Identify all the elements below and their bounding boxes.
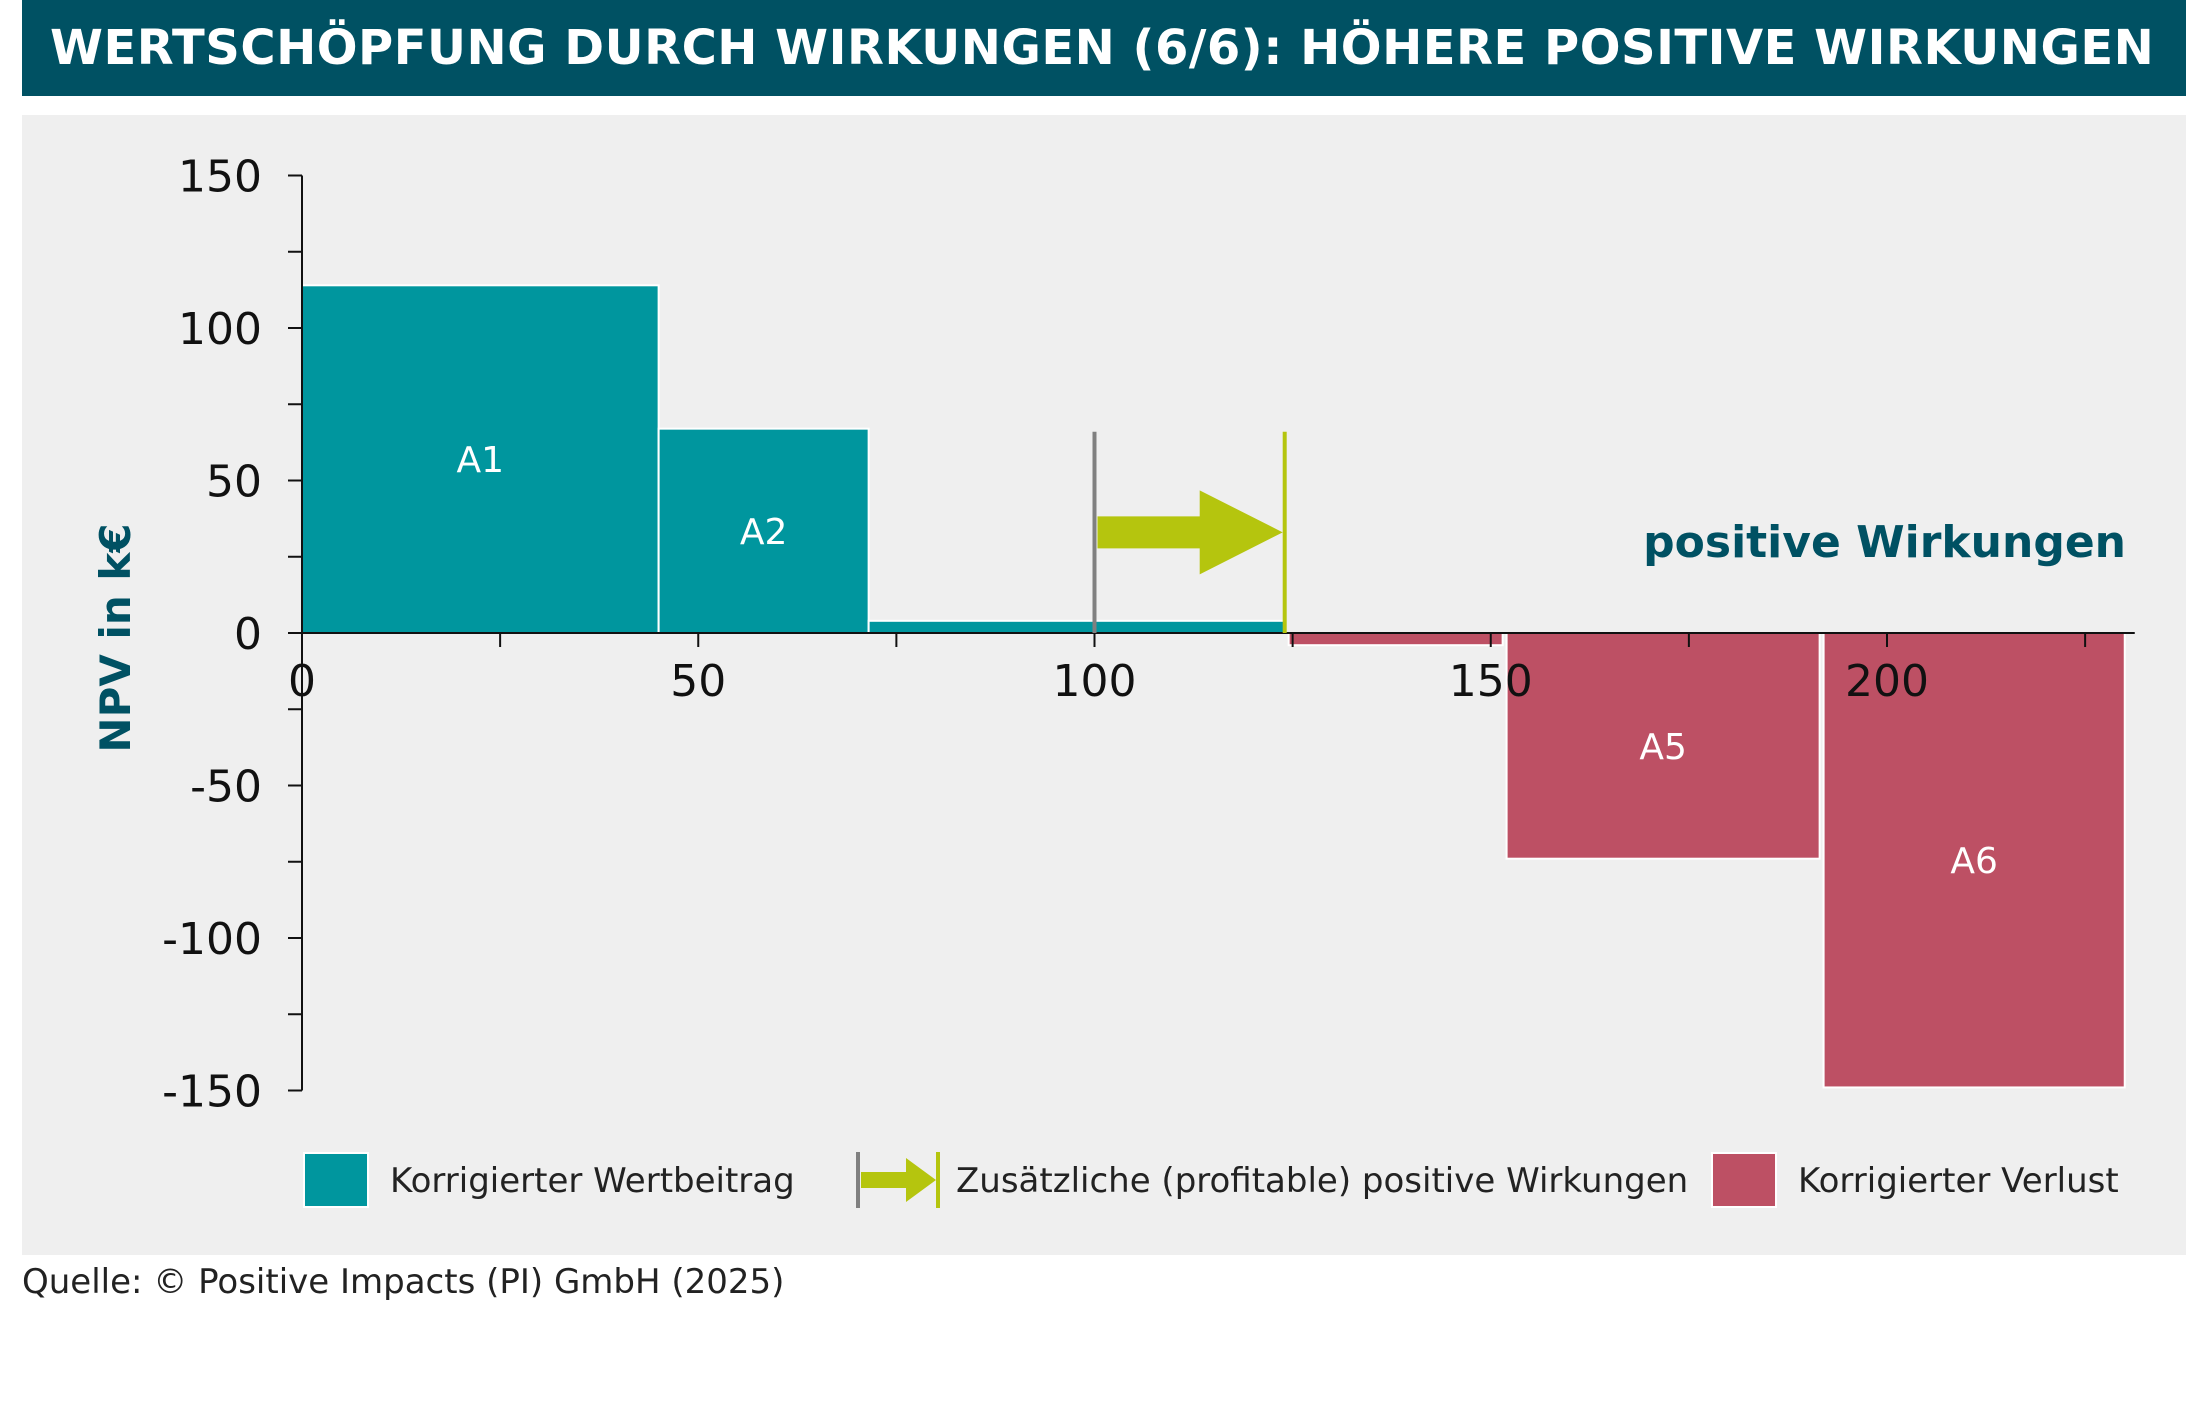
bar-label-a2: A2 (740, 512, 788, 553)
bar-a6 (1822, 632, 2126, 1089)
source-note: Quelle: © Positive Impacts (PI) GmbH (20… (22, 1262, 785, 1302)
legend-loss-label: Korrigierter Verlust (1798, 1161, 2119, 1201)
x-tick-label: 200 (1845, 656, 1929, 707)
x-tick-label: 50 (670, 656, 726, 707)
title-bar: WERTSCHÖPFUNG DURCH WIRKUNGEN (6/6): HÖH… (22, 0, 2186, 96)
bar-segment-3 (1287, 632, 1504, 647)
y-tick-label: -150 (162, 1067, 262, 1118)
legend-arrow-icon (861, 1158, 936, 1202)
legend-loss-swatch (1711, 1152, 1777, 1208)
chart-panel: A1 A2 A5 A6 150 100 50 0 -50 -100 -150 0 50 100 150 200… (22, 115, 2186, 1255)
x-tick-label: 100 (1053, 656, 1137, 707)
annotation-positive-wirkungen: positive Wirkungen (1643, 517, 2126, 568)
shift-arrow (1097, 490, 1283, 575)
legend-value-swatch (303, 1152, 369, 1208)
y-tick-label: 50 (206, 457, 262, 508)
bar-segment-2 (867, 619, 1286, 634)
bar-label-a5: A5 (1639, 727, 1687, 768)
bar-label-a1: A1 (457, 440, 505, 481)
legend-value-label: Korrigierter Wertbeitrag (390, 1161, 795, 1201)
y-axis-label: NPV in k€ (91, 523, 140, 752)
y-tick-label: 100 (178, 304, 262, 355)
y-tick-label: 0 (234, 609, 262, 660)
y-tick-label: -50 (190, 762, 262, 813)
chart: A1 A2 A5 A6 150 100 50 0 -50 -100 -150 0 50 100 150 200… (91, 152, 2135, 1208)
bar-a2 (657, 427, 870, 634)
x-tick-label: 0 (288, 656, 316, 707)
legend-arrow-label: Zusätzliche (profitable) positive Wirkun… (956, 1161, 1688, 1201)
x-tick-label: 150 (1449, 656, 1533, 707)
y-tick-label: -100 (162, 914, 262, 965)
y-tick-label: 150 (178, 152, 262, 203)
page-title: WERTSCHÖPFUNG DURCH WIRKUNGEN (6/6): HÖH… (50, 20, 2155, 76)
bar-a1 (301, 284, 660, 635)
bar-label-a6: A6 (1950, 841, 1998, 882)
